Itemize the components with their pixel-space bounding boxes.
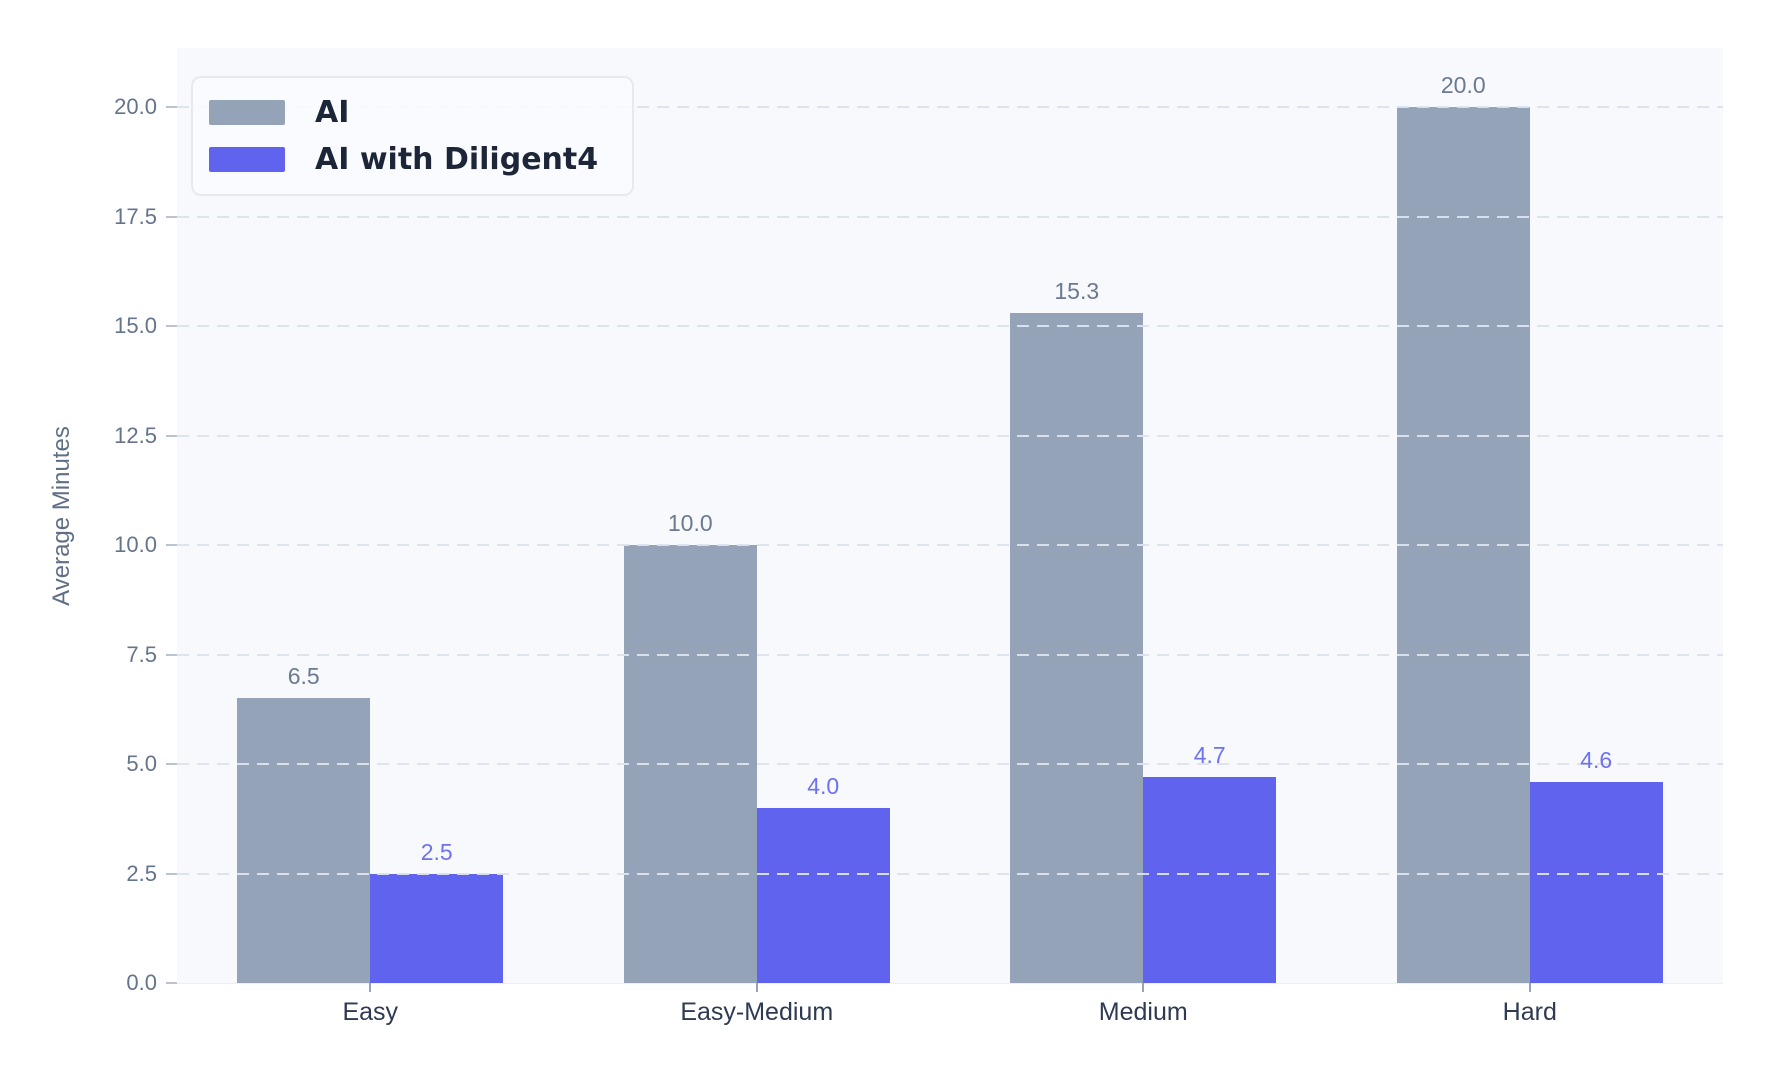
xtick-label-medium: Medium	[1098, 998, 1188, 1026]
legend-swatch-icon	[209, 100, 285, 125]
legend: AI AI with Diligent4	[191, 76, 635, 196]
ytick-label: 7.5	[126, 641, 157, 667]
bar-ai-with-diligent4-medium	[1143, 777, 1277, 983]
ytick-mark	[166, 215, 177, 218]
value-label: 4.6	[1580, 747, 1613, 773]
xtick-label-easy: Easy	[342, 998, 399, 1026]
ytick-mark	[166, 544, 177, 547]
xtick-label-hard: Hard	[1502, 998, 1557, 1026]
ytick-mark	[166, 325, 177, 328]
ytick-mark	[166, 872, 177, 875]
xtick-mark	[369, 983, 372, 992]
plot-area: 6.5 2.5 10.0 4.0 15.3 4.7 20.0 4.6 AI AI with Di…	[177, 48, 1723, 984]
xtick-label-easy-medium: Easy-Medium	[680, 998, 834, 1026]
gridline-20.0	[177, 106, 1723, 109]
gridline-10.0	[177, 544, 1723, 547]
ytick-mark	[166, 106, 177, 109]
value-label: 2.5	[420, 839, 453, 865]
legend-label: AI	[315, 95, 350, 130]
legend-item-ai: AI	[209, 95, 598, 130]
ytick-label: 15.0	[114, 313, 157, 339]
ytick-label: 12.5	[114, 422, 157, 448]
y-axis-title: Average Minutes	[48, 425, 75, 606]
ytick-label: 2.5	[126, 860, 157, 886]
xtick-mark	[1528, 983, 1531, 992]
xtick-mark	[1142, 983, 1145, 992]
legend-swatch-icon	[209, 147, 285, 172]
value-label: 20.0	[1440, 72, 1486, 98]
bar-ai-with-diligent4-easy-medium	[756, 808, 890, 983]
value-label: 4.7	[1193, 742, 1226, 768]
ytick-mark	[166, 653, 177, 656]
gridline-12.5	[177, 434, 1723, 437]
xtick-mark	[755, 983, 758, 992]
legend-item-ai-with-diligent4: AI with Diligent4	[209, 142, 598, 177]
gridline-7.5	[177, 653, 1723, 656]
legend-label: AI with Diligent4	[315, 142, 599, 177]
ytick-label: 20.0	[114, 94, 157, 120]
value-label: 4.0	[807, 773, 840, 799]
ytick-label: 0.0	[126, 970, 157, 995]
gridline-15.0	[177, 325, 1723, 328]
ytick-mark	[166, 763, 177, 766]
gridline-2.5	[177, 872, 1723, 875]
ytick-label: 5.0	[126, 751, 157, 777]
ytick-label: 17.5	[114, 203, 157, 229]
bar-ai-with-diligent4-hard	[1529, 782, 1663, 983]
ytick-mark	[166, 434, 177, 437]
ytick-label: 10.0	[114, 532, 157, 558]
gridline-5.0	[177, 763, 1723, 766]
bar-ai-medium	[1010, 313, 1144, 983]
bar-ai-with-diligent4-easy	[370, 874, 504, 983]
value-label: 10.0	[667, 510, 713, 536]
gridline-17.5	[177, 215, 1723, 218]
value-label: 6.5	[287, 663, 320, 689]
ytick-mark	[166, 982, 177, 984]
value-label: 15.3	[1054, 278, 1100, 304]
bar-ai-easy	[237, 698, 371, 983]
